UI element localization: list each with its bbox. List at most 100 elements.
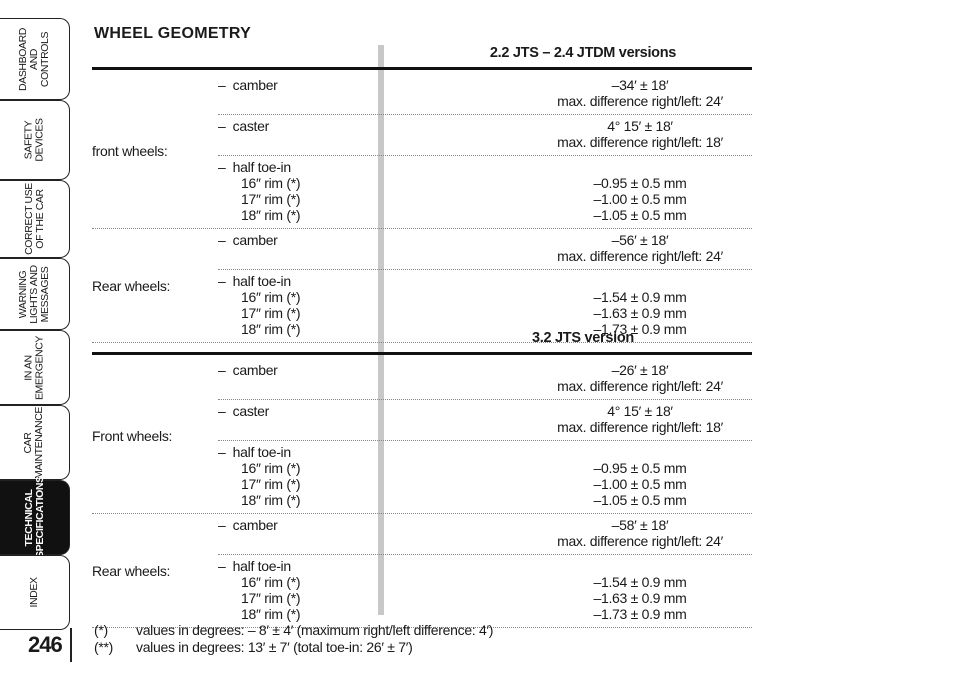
parameter-name: – half toe-in [218,558,291,574]
group-label: Rear wheels: [92,229,218,342]
spec-value: max. difference right/left: 18′ [557,419,723,435]
spec-value: max. difference right/left: 24′ [557,378,723,394]
spec-row: – camber –26′ ± 18′ max. difference right/… [218,359,752,399]
spec-row: – caster 4° 15′ ± 18′ max. difference righ… [218,399,752,440]
tab-dashboard-and-controls[interactable]: DASHBOARD AND CONTROLS [0,18,70,100]
spec-values: –34′ ± 18′ max. difference right/left: 24… [378,77,752,109]
page-title: WHEEL GEOMETRY [94,25,252,42]
wheel-group: front wheels: – camber –34′ ± 18′ max. diff… [92,74,752,229]
spec-parameter: – half toe-in 16″ rim (*) 17″ rim (*) 18″ r… [218,273,378,337]
tab-in-an-emergency[interactable]: IN AN EMERGENCY [0,330,70,405]
spec-value: –1.54 ± 0.9 mm [593,574,687,590]
spec-parameter: – half toe-in 16″ rim (*) 17″ rim (*) 18″ r… [218,558,378,622]
spec-values: –56′ ± 18′ max. difference right/left: 24… [378,232,752,264]
parameter-name: – camber [218,517,278,533]
group-label: front wheels: [92,74,218,228]
spec-values: –0.95 ± 0.5 mm –1.00 ± 0.5 mm –1.05 ± 0.5 … [378,159,752,223]
wheel-group: Rear wheels: – camber –56′ ± 18′ max. diffe… [92,229,752,343]
spec-value: max. difference right/left: 24′ [557,533,723,549]
spec-value: –0.95 ± 0.5 mm [593,175,687,191]
spec-parameter: – camber [218,517,378,549]
tab-label: IN AN EMERGENCY [22,335,46,400]
rim-size: 16″ rim (*) [241,175,301,191]
spec-row: – camber –56′ ± 18′ max. difference right/… [218,229,752,269]
sec-2: 3.2 JTS version Front wheels: – camber –26′… [92,328,752,628]
spec-row: – half toe-in 16″ rim (*) 17″ rim (*) 18″ r… [218,269,752,342]
tab-warning-lights-and-messages[interactable]: WARNING LIGHTS AND MESSAGES [0,258,70,330]
group-label-text: Rear wheels: [92,562,171,579]
group-items: – camber –26′ ± 18′ max. difference right/… [218,359,752,513]
spec-value: –1.05 ± 0.5 mm [593,207,687,223]
tab-label: WARNING LIGHTS AND MESSAGES [17,264,51,324]
rim-size: 16″ rim (*) [241,289,301,305]
spec-values: –58′ ± 18′ max. difference right/left: 24… [378,517,752,549]
rim-size: 16″ rim (*) [241,460,301,476]
spec-parameter: – caster [218,403,378,435]
spec-values: –1.54 ± 0.9 mm –1.63 ± 0.9 mm –1.73 ± 0.9 … [378,558,752,622]
blank-line [528,159,752,175]
tab-label: CAR MAINTENANCE [22,406,46,479]
tab-label: TECHNICAL SPECIFICATIONS [22,475,46,558]
blank-line [528,558,752,574]
tab-correct-use-of-the-car[interactable]: CORRECT USE OF THE CAR [0,180,70,258]
spec-values: 4° 15′ ± 18′ max. difference right/left: … [378,118,752,150]
spec-values: –26′ ± 18′ max. difference right/left: 24… [378,362,752,394]
page-divider [70,628,72,662]
group-label-text: Front wheels: [92,428,173,444]
parameter-name: – caster [218,403,269,419]
spec-value: –0.95 ± 0.5 mm [593,460,687,476]
parameter-name: – half toe-in [218,444,291,460]
group-label: Rear wheels: [92,514,218,627]
column-divider-bar [378,45,384,615]
footnotes: (*) values in degrees: – 8′ ± 4′ (maximum… [94,622,493,656]
section-rule [92,352,752,355]
page-number: 246 [28,632,63,657]
group-items: – camber –34′ ± 18′ max. difference right/… [218,74,752,228]
section-title: 2.2 JTS – 2.4 JTDM versions [489,45,677,61]
spec-row: – camber –34′ ± 18′ max. difference right/… [218,74,752,114]
spec-parameter: – camber [218,77,378,109]
parameter-name: – camber [218,362,278,378]
spec-row: – half toe-in 16″ rim (*) 17″ rim (*) 18″ r… [218,440,752,513]
footnote: (**) values in degrees: 13′ ± 7′ (total t… [94,639,493,656]
section-title: 3.2 JTS version [532,330,634,346]
rim-size: 16″ rim (*) [241,574,301,590]
section-rule [92,67,752,70]
rim-size: 17″ rim (*) [241,191,301,207]
tab-technical-specifications[interactable]: TECHNICAL SPECIFICATIONS [0,475,70,558]
spec-parameter: – camber [218,232,378,264]
parameter-name: – caster [218,118,269,134]
spec-value: –1.00 ± 0.5 mm [593,476,687,492]
rim-size: 18″ rim (*) [241,207,301,223]
spec-value: –1.73 ± 0.9 mm [593,606,687,622]
spec-value: max. difference right/left: 18′ [557,134,723,150]
spec-value: –1.73 ± 0.9 mm [593,321,687,337]
tab-label: DASHBOARD AND CONTROLS [17,27,51,91]
wheel-group: Rear wheels: – camber –58′ ± 18′ max. diffe… [92,514,752,628]
rim-size: 18″ rim (*) [241,606,301,622]
tab-car-maintenance[interactable]: CAR MAINTENANCE [0,405,70,480]
spec-value: –26′ ± 18′ [611,362,669,378]
rim-size: 17″ rim (*) [241,476,301,492]
spec-parameter: – camber [218,362,378,394]
section-header: 3.2 JTS version [92,328,752,352]
section-header: 2.2 JTS – 2.4 JTDM versions [92,43,752,67]
footnote-mark: (**) [94,639,114,655]
spec-value: –1.05 ± 0.5 mm [593,492,687,508]
footnote-mark: (*) [94,622,108,638]
sec-1: 2.2 JTS – 2.4 JTDM versions front wheels:… [92,43,752,343]
spec-row: – camber –58′ ± 18′ max. difference right/… [218,514,752,554]
footnote-text: values in degrees: 13′ ± 7′ (total toe-i… [136,639,413,655]
group-items: – camber –56′ ± 18′ max. difference right/… [218,229,752,342]
spec-value: –1.54 ± 0.9 mm [593,289,687,305]
spec-values: 4° 15′ ± 18′ max. difference right/left: … [378,403,752,435]
tab-label: INDEX [28,577,40,608]
footnote: (*) values in degrees: – 8′ ± 4′ (maximum… [94,622,493,639]
spec-values: –1.54 ± 0.9 mm –1.63 ± 0.9 mm –1.73 ± 0.9 … [378,273,752,337]
spec-value: 4° 15′ ± 18′ [607,118,673,134]
tab-index[interactable]: INDEX [0,555,70,630]
tab-safety-devices[interactable]: SAFETY DEVICES [0,100,70,180]
parameter-name: – half toe-in [218,159,291,175]
spec-row: – half toe-in 16″ rim (*) 17″ rim (*) 18″ r… [218,155,752,228]
blank-line [528,444,752,460]
